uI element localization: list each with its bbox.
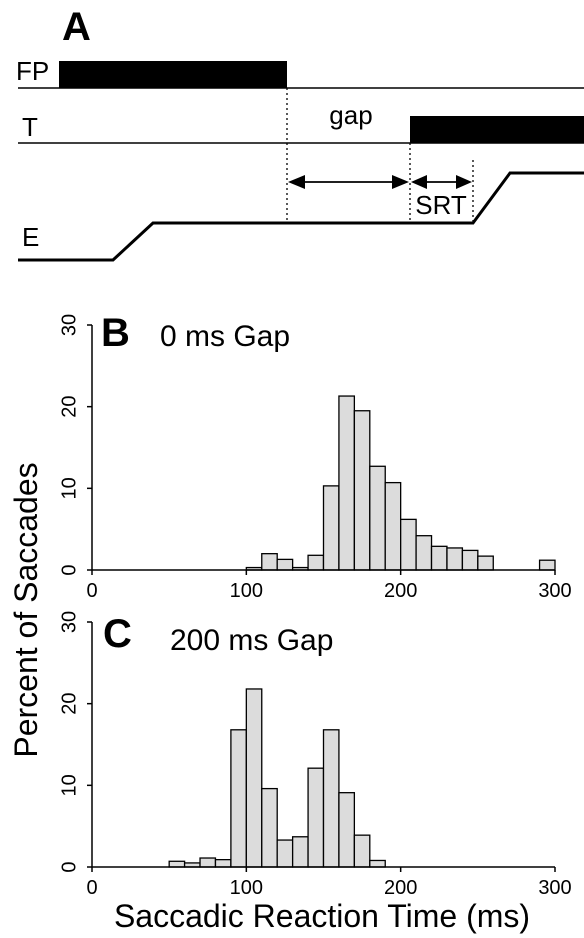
- srt-label: SRT: [415, 190, 467, 220]
- panel-c-bar-180: [369, 859, 386, 868]
- panel-b-title: 0 ms Gap: [160, 320, 290, 353]
- panel-b-ytick-label-0: 0: [58, 564, 80, 575]
- panel-letter-b: B: [101, 311, 130, 355]
- panel-c-bar-170: [353, 834, 371, 868]
- panel-c-bar-160: [338, 792, 356, 868]
- panel-c-ticks: 0 100 200 300 0 10 20 30: [58, 611, 571, 899]
- panel-c-bars: [168, 688, 386, 868]
- panel-c-bar-90: [230, 729, 247, 868]
- histogram-panel-c: C 200 ms Gap 0 100 200 300 0 10 20 30: [58, 611, 571, 899]
- panel-b-bar-240: [461, 549, 479, 571]
- panel-b-bar-290: [538, 559, 556, 571]
- panel-c-bar-130: [291, 836, 309, 868]
- gap-arrow: [288, 175, 409, 189]
- panel-c-bar-80: [214, 859, 232, 868]
- panel-b-bar-230: [446, 547, 464, 571]
- panel-c-xtick-label-300: 300: [538, 877, 571, 899]
- panel-c-bar-140: [307, 767, 325, 868]
- panel-b-ytick-label-20: 20: [58, 396, 80, 418]
- t-label: T: [22, 112, 38, 142]
- panel-b-bar-180: [369, 465, 386, 571]
- panel-c-title: 200 ms Gap: [170, 624, 333, 657]
- panel-c-bar-50: [168, 860, 186, 868]
- panel-c-xtick-label-200: 200: [384, 877, 417, 899]
- panel-b-bars: [245, 395, 556, 571]
- panel-b-xtick-label-0: 0: [86, 580, 97, 602]
- panel-b-xtick-label-300: 300: [538, 580, 571, 602]
- panel-b-bar-150: [322, 485, 340, 571]
- panel-b-ytick-label-30: 30: [58, 314, 80, 336]
- panel-b-xtick-label-100: 100: [230, 580, 263, 602]
- panel-c-ytick-label-10: 10: [58, 774, 80, 796]
- panel-c-bar-70: [199, 857, 217, 868]
- srt-arrow: [411, 175, 472, 189]
- panel-b-ytick-label-10: 10: [58, 477, 80, 499]
- panel-c-xtick-label-100: 100: [230, 877, 263, 899]
- x-axis-label: Saccadic Reaction Time (ms): [114, 898, 530, 934]
- panel-b-bar-220: [430, 545, 448, 571]
- panel-c-bar-100: [245, 688, 263, 868]
- panel-c-ytick-label-20: 20: [58, 693, 80, 715]
- t-on-bar: [410, 116, 584, 143]
- panel-letter-a: A: [62, 5, 91, 49]
- panel-c-xtick-label-0: 0: [86, 877, 97, 899]
- timing-diagram: A FP T E gap SRT: [16, 5, 584, 262]
- y-axis-label: Percent of Saccades: [8, 462, 44, 757]
- fp-on-bar: [59, 61, 287, 88]
- panel-b-bar-140: [307, 554, 325, 571]
- histogram-panel-b: B 0 ms Gap 0 100 200 300 0 10 20 30: [58, 311, 571, 602]
- panel-letter-c: C: [103, 612, 132, 656]
- panel-b-bar-190: [384, 481, 402, 571]
- panel-b-bar-160: [338, 395, 356, 571]
- panel-b-ticks: 0 100 200 300 0 10 20 30: [58, 314, 571, 602]
- panel-c-ytick-label-30: 30: [58, 611, 80, 633]
- panel-c-ytick-label-0: 0: [58, 861, 80, 872]
- panel-c-bar-150: [322, 729, 340, 868]
- panel-b-bar-250: [477, 555, 494, 571]
- fp-label: FP: [16, 56, 49, 86]
- panel-b-bar-110: [261, 553, 278, 571]
- eye-position-trace: [18, 171, 584, 262]
- panel-c-bar-110: [261, 787, 278, 868]
- panel-b-xtick-label-200: 200: [384, 580, 417, 602]
- panel-b-bar-170: [353, 410, 371, 571]
- panel-b-bar-200: [400, 518, 417, 571]
- e-label: E: [22, 222, 39, 252]
- panel-b-bar-210: [415, 535, 433, 571]
- panel-b-bar-120: [276, 558, 294, 571]
- gap-label: gap: [329, 100, 372, 130]
- panel-c-bar-120: [276, 839, 294, 868]
